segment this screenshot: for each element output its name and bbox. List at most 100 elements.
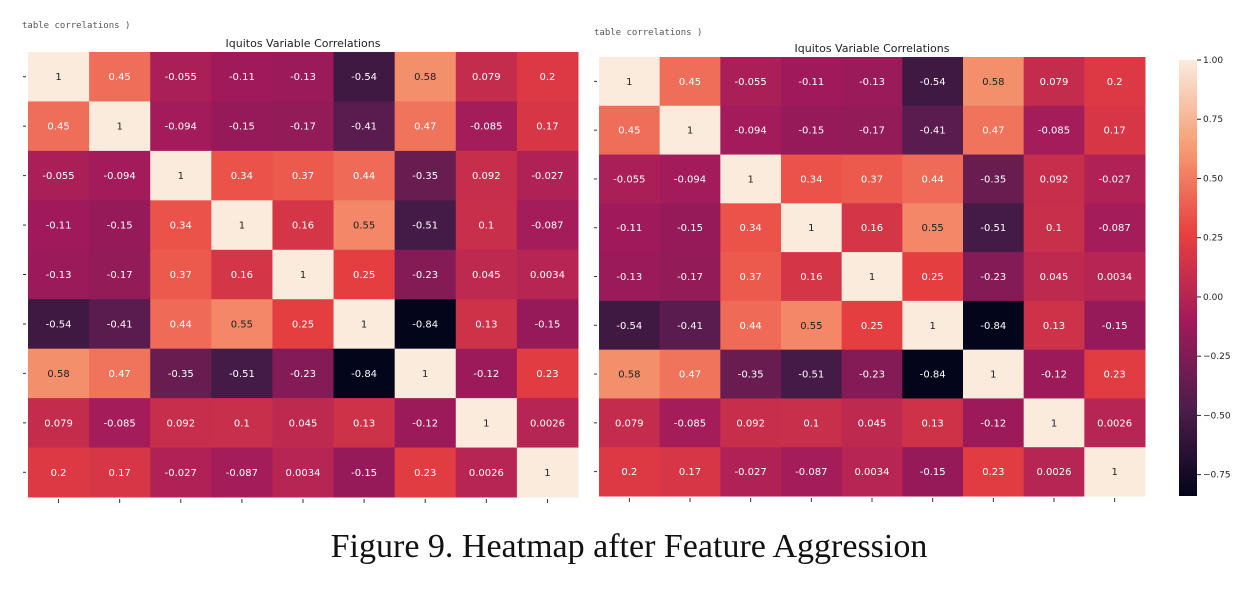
heatmap-cell-label: 0.37	[740, 272, 762, 283]
heatmap-cell	[272, 101, 335, 152]
heatmap-cell	[1023, 203, 1085, 253]
heatmap-cell-label: -0.087	[226, 468, 258, 479]
colorbar-tick-label: −0.25	[1203, 352, 1231, 362]
heatmap-cell-label: -0.41	[107, 319, 133, 330]
heatmap-cell	[89, 150, 151, 201]
heatmap-cell-label: -0.84	[412, 319, 438, 330]
heatmap-cell-label: -0.055	[613, 174, 645, 185]
heatmap-cell-label: 0.47	[414, 122, 436, 133]
heatmap-cell	[394, 447, 457, 498]
figure-caption: Figure 9. Heatmap after Feature Aggressi…	[330, 528, 928, 565]
heatmap-cell-label: 1	[808, 223, 814, 234]
heatmap-cell-label: -0.13	[290, 72, 316, 83]
heatmap-cell-label: -0.12	[980, 418, 1006, 429]
heatmap-cell	[720, 398, 782, 448]
colorbar-tick-label: 1.00	[1203, 56, 1223, 66]
heatmap-cell	[720, 105, 782, 156]
heatmap-cell-label: -0.41	[920, 126, 946, 137]
heatmap-cell-label: 0.1	[1046, 223, 1062, 234]
heatmap-cell	[211, 150, 273, 201]
heatmap-cell-label: 0.23	[982, 467, 1004, 478]
heatmap-cell-label: -0.027	[735, 467, 767, 478]
heatmap-cell	[659, 447, 721, 497]
heatmap-cell	[516, 447, 579, 498]
heatmap-cell-label: 0.0026	[469, 468, 504, 479]
heatmap-cell	[599, 300, 661, 351]
heatmap-cell	[902, 203, 964, 253]
heatmap-cell-label: -0.51	[980, 223, 1006, 234]
heatmap-cell-label: -0.087	[795, 467, 827, 478]
heatmap-cell-label: -0.087	[531, 221, 563, 232]
heatmap-cell-label: -0.51	[412, 221, 438, 232]
heatmap-cell	[516, 249, 579, 300]
heatmap-cell	[1023, 154, 1085, 204]
heatmap-cell	[516, 52, 579, 102]
heatmap-cell	[516, 348, 579, 399]
heatmap-cell	[1084, 398, 1146, 448]
heatmap-cell	[89, 447, 151, 498]
heatmap-cell	[841, 57, 903, 107]
colorbar-tick-label: −0.75	[1203, 471, 1231, 481]
heatmap-cell-label: 0.16	[800, 272, 822, 283]
heatmap-cell-label: -0.055	[735, 77, 767, 88]
heatmap-cell-label: 1	[929, 321, 935, 332]
heatmap-cell	[659, 203, 721, 253]
heatmap-cell-label: -0.35	[738, 370, 764, 381]
heatmap-cell-label: -0.23	[412, 270, 438, 281]
heatmap-cell	[516, 200, 579, 251]
heatmap-cell-label: -0.085	[1038, 126, 1070, 137]
colorbar-tick-label: −0.50	[1203, 411, 1231, 421]
heatmap-cell	[781, 203, 843, 253]
heatmap-cell	[781, 57, 843, 107]
heatmap-cell-label: 0.37	[292, 171, 314, 182]
heatmap-cell	[720, 447, 782, 497]
heatmap-cell	[902, 300, 964, 351]
heatmap-cell-label: 0.13	[353, 418, 375, 429]
heatmap-cell-label: 1	[747, 174, 753, 185]
heatmap-cell-label: -0.84	[980, 321, 1006, 332]
heatmap-cell	[963, 398, 1025, 448]
heatmap-cell-label: 1	[990, 370, 996, 381]
heatmap-cell	[516, 101, 579, 152]
heatmap-cell	[781, 300, 843, 351]
heatmap-cell	[841, 154, 903, 204]
heatmap-cell	[211, 200, 273, 251]
heatmap-cell-label: 1	[483, 418, 489, 429]
heatmap-cell-label: -0.11	[616, 223, 642, 234]
heatmap-cell	[211, 249, 273, 300]
heatmap-cell-label: 0.17	[109, 468, 131, 479]
heatmap-cell-label: 0.34	[231, 171, 253, 182]
heatmap-cell	[720, 203, 782, 253]
heatmap-cell-label: 0.44	[170, 319, 192, 330]
heatmap-cell	[28, 348, 90, 399]
heatmap-cell-label: 0.17	[1104, 126, 1126, 137]
heatmap-cell-label: -0.13	[46, 270, 72, 281]
heatmap-cell	[333, 150, 396, 201]
heatmap-cell-label: 0.079	[615, 418, 644, 429]
heatmap-cell-label: -0.12	[1041, 370, 1067, 381]
heatmap-cell-label: 0.34	[800, 174, 822, 185]
heatmap-cell	[1084, 300, 1146, 351]
heatmap-cell-label: -0.17	[859, 126, 885, 137]
heatmap-cell	[333, 52, 396, 102]
heatmap-cell	[599, 57, 661, 107]
heatmap-cell-label: -0.055	[165, 72, 197, 83]
heatmap-cell	[841, 398, 903, 448]
heatmap-cell-label: 0.13	[1043, 321, 1065, 332]
heatmap-cell	[1023, 447, 1085, 497]
heatmap-cell-label: -0.51	[798, 370, 824, 381]
heatmap-cell	[1084, 349, 1146, 399]
heatmap-cell	[394, 52, 457, 102]
heatmap-cell	[1023, 300, 1085, 351]
heatmap-cell-label: 0.2	[1107, 77, 1123, 88]
heatmap-cell-label: 0.23	[536, 369, 558, 380]
colorbar-ticks: 1.00 0.75 0.50 0.25 0.00 −0.25 −0.50 −0.75	[1197, 56, 1231, 481]
heatmap-cell	[516, 150, 579, 201]
heatmap-cell	[963, 57, 1025, 107]
heatmap-cell-label: -0.15	[107, 221, 133, 232]
heatmap-cell-label: 0.0026	[1097, 418, 1132, 429]
heatmap-cell	[89, 101, 151, 152]
heatmap-cell-label: -0.085	[104, 418, 136, 429]
heatmap-cell-label: 0.55	[800, 321, 822, 332]
heatmap-cell-label: 0.13	[922, 418, 944, 429]
